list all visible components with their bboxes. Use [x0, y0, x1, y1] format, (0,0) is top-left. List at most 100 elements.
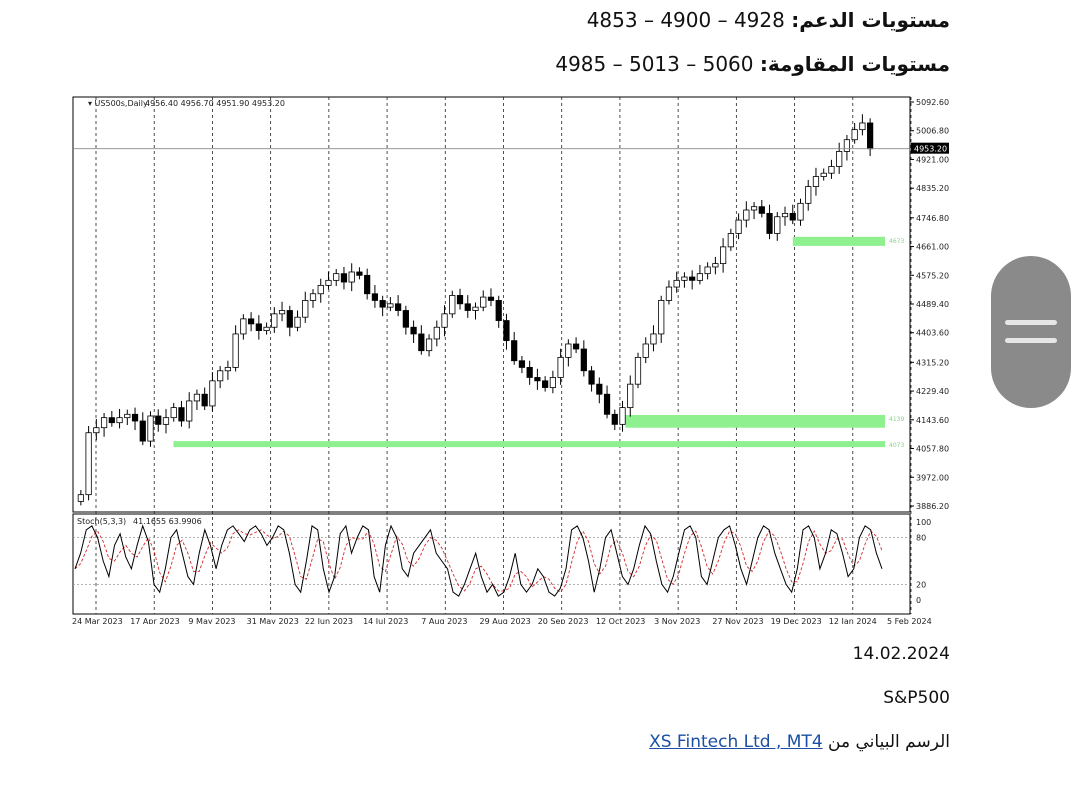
candle-body	[371, 293, 379, 301]
candle-body	[186, 400, 193, 422]
candle-body	[464, 303, 471, 311]
price-chart: 4673 4139 4073 5092.60 5006.80 4921.00 4835.2…	[72, 96, 949, 624]
time-axis-label: 14 Jul 2023	[363, 617, 408, 624]
candle-body	[704, 266, 711, 275]
chart-grid	[95, 97, 912, 614]
support-zones: 4673 4139 4073	[173, 236, 904, 449]
candle-body	[820, 172, 827, 177]
candle-body	[480, 296, 487, 308]
candle-body	[781, 212, 789, 218]
support-zone-label: 4673	[889, 238, 904, 245]
candle-body	[162, 417, 170, 425]
source-link[interactable]: XS Fintech Ltd , MT4	[649, 732, 823, 752]
candle-body	[425, 338, 433, 352]
price-tick-label: 4661.00	[916, 243, 949, 252]
candle-body	[232, 333, 239, 368]
candle-body	[712, 263, 719, 268]
candle-body	[596, 383, 603, 395]
support-zone-label: 4073	[889, 442, 904, 449]
candle-body	[410, 326, 417, 335]
candle-body	[325, 279, 332, 286]
support-zone-label: 4139	[889, 416, 904, 423]
time-axis-label: 12 Oct 2023	[596, 617, 645, 624]
time-axis: 24 Mar 2023 17 Apr 2023 9 May 2023 31 May 2…	[72, 617, 932, 624]
candle-body	[379, 300, 386, 308]
candle-body	[201, 393, 208, 407]
current-price-box	[911, 142, 949, 154]
price-tick-label: 4921.00	[916, 155, 949, 164]
time-axis-label: 9 May 2023	[188, 617, 235, 624]
candle-body	[108, 417, 115, 424]
candle-body	[689, 276, 696, 281]
price-tick-label: 4746.80	[916, 214, 949, 223]
candle-body	[828, 166, 835, 174]
candle-body	[364, 274, 371, 295]
candle-body	[735, 219, 742, 234]
candle-body	[603, 393, 611, 415]
candle-body	[286, 310, 293, 328]
handle-grip-icon	[1005, 320, 1057, 325]
report-date: 14.02.2024	[852, 644, 950, 664]
candle-body	[681, 276, 688, 281]
candle-body	[797, 202, 804, 221]
candle-body	[85, 432, 92, 496]
candle-body	[565, 343, 572, 358]
price-tick-label: 5006.80	[916, 127, 949, 136]
candle-body	[77, 494, 84, 502]
candle-body	[302, 300, 309, 318]
candle-body	[851, 129, 858, 141]
candle-body	[209, 380, 216, 407]
candle-body	[147, 415, 154, 442]
candle-body	[456, 295, 464, 305]
candle-body	[634, 356, 642, 385]
candle-body	[348, 271, 355, 283]
candle-body	[217, 370, 224, 382]
candle-body	[658, 300, 665, 335]
candle-body	[495, 300, 502, 321]
candle-body	[356, 271, 363, 276]
candle-body	[588, 370, 595, 385]
chart-source: الرسم البياني من XS Fintech Ltd , MT4	[649, 732, 950, 752]
price-tick-label: 4057.80	[916, 445, 949, 454]
candle-body	[542, 380, 549, 388]
support-levels: مستويات الدعم: 4928 – 4900 – 4853	[587, 8, 950, 32]
candle-body	[549, 377, 556, 388]
stochastic-values: 41.1655 63.9906	[133, 517, 202, 526]
price-tick-label: 4229.40	[916, 387, 949, 396]
stochastic-panel: 100 80 20 0	[73, 518, 931, 605]
candle-body	[720, 246, 727, 265]
candle-body	[395, 303, 402, 311]
scroll-handle[interactable]	[991, 256, 1071, 408]
main-panel-border	[72, 96, 911, 513]
time-axis-label: 31 May 2023	[247, 617, 299, 624]
stochastic-tick-label: 20	[916, 580, 926, 589]
candle-body	[696, 273, 704, 281]
candle-body	[178, 407, 185, 422]
support-zone	[173, 441, 885, 448]
handle-grip-icon	[1005, 338, 1057, 343]
candle-body	[131, 413, 139, 422]
candle-body	[836, 151, 843, 167]
stochastic-tick-label: 80	[916, 534, 926, 543]
current-price-label: 4953.20	[914, 145, 947, 154]
stochastic-tick-label: 0	[916, 596, 921, 605]
resistance-values: 5060 – 5013 – 4985	[555, 52, 754, 76]
time-axis-label: 22 Jun 2023	[305, 617, 353, 624]
price-tick-label: 4835.20	[916, 184, 949, 193]
candlesticks	[77, 114, 874, 506]
candle-body	[170, 407, 177, 419]
candle-body	[727, 233, 734, 248]
candle-body	[472, 306, 479, 311]
support-label: مستويات الدعم:	[791, 8, 950, 32]
candle-body	[843, 139, 851, 152]
candle-body	[449, 295, 456, 315]
time-axis-label: 24 Mar 2023	[72, 617, 123, 624]
candle-body	[487, 296, 495, 301]
candle-body	[526, 367, 533, 378]
stochastic-main-line	[74, 524, 883, 597]
candle-body	[805, 186, 812, 204]
source-prefix: الرسم البياني من	[828, 732, 950, 752]
candle-body	[518, 360, 526, 368]
candle-body	[402, 310, 409, 328]
time-axis-label: 12 Jan 2024	[829, 617, 877, 624]
